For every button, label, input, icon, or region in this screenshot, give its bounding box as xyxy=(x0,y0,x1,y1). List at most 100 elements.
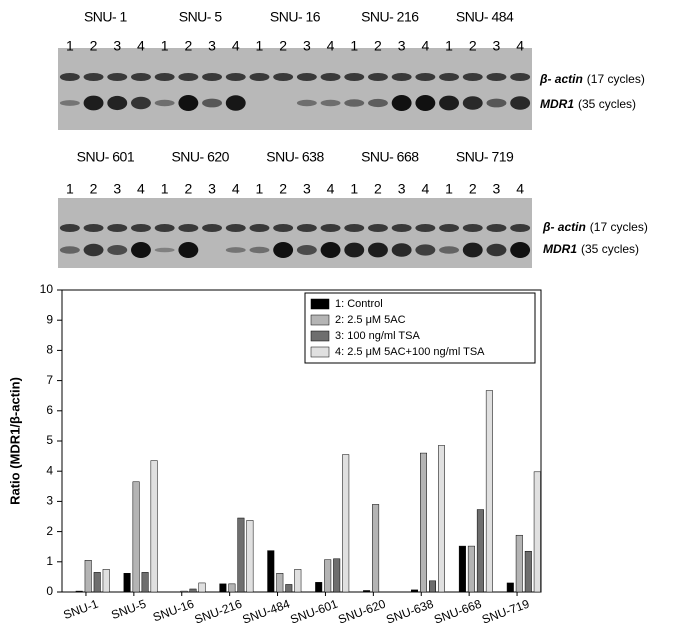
band-actin xyxy=(439,224,460,232)
y-tick-label: 2 xyxy=(46,524,53,538)
lane-number: 2 xyxy=(279,38,287,54)
band-name: β- actin xyxy=(542,220,586,234)
band-mdr1 xyxy=(154,247,175,253)
band-actin xyxy=(510,73,531,81)
lane-number: 2 xyxy=(90,38,98,54)
band-label: MDR1 (35 cycles) xyxy=(540,97,636,111)
band-actin xyxy=(462,73,483,81)
band-mdr1 xyxy=(107,245,128,255)
band-detail: (17 cycles) xyxy=(590,220,648,234)
lane-number: 1 xyxy=(256,181,264,197)
band-actin xyxy=(439,73,460,81)
band-mdr1 xyxy=(510,242,531,258)
lane-number: 1 xyxy=(66,181,74,197)
y-tick-label: 4 xyxy=(46,463,53,477)
gel-image xyxy=(58,48,532,130)
band-label: β- actin (17 cycles) xyxy=(542,220,648,234)
cell-line-label: SNU- 484 xyxy=(456,9,514,25)
band-actin xyxy=(510,224,531,232)
band-label: MDR1 (35 cycles) xyxy=(543,242,639,256)
bar xyxy=(294,569,302,593)
lane-number: 2 xyxy=(184,38,192,54)
band-actin xyxy=(59,224,80,232)
bar xyxy=(476,509,484,593)
band-actin xyxy=(83,73,104,81)
band-actin xyxy=(225,73,246,81)
lane-number: 4 xyxy=(421,181,429,197)
bar xyxy=(132,481,140,593)
bar xyxy=(150,460,158,593)
legend-label: 1: Control xyxy=(335,298,383,310)
legend-label: 3: 100 ng/ml TSA xyxy=(335,330,420,342)
lane-number: 3 xyxy=(398,38,406,54)
band-label: β- actin (17 cycles) xyxy=(539,72,645,86)
band-mdr1 xyxy=(273,242,294,258)
band-actin xyxy=(320,73,341,81)
legend-swatch xyxy=(310,330,330,342)
band-actin xyxy=(130,73,151,81)
legend-box xyxy=(304,292,536,364)
bar xyxy=(285,584,293,593)
band-actin xyxy=(367,73,388,81)
band-mdr1 xyxy=(296,245,317,255)
bar xyxy=(93,572,101,593)
band-mdr1 xyxy=(486,98,507,108)
cell-line-label: SNU- 638 xyxy=(266,149,324,165)
band-mdr1 xyxy=(510,96,531,110)
band-actin xyxy=(225,224,246,232)
bar xyxy=(429,580,436,593)
band-mdr1 xyxy=(59,246,80,254)
bar xyxy=(246,520,254,593)
bar xyxy=(267,550,275,593)
lane-number: 4 xyxy=(327,38,335,54)
bar xyxy=(180,590,188,593)
band-mdr1 xyxy=(178,95,199,111)
lane-number: 3 xyxy=(493,38,501,54)
bar xyxy=(363,590,371,593)
legend-swatch xyxy=(310,298,330,310)
band-mdr1 xyxy=(439,95,460,111)
band-name: β- actin xyxy=(539,72,583,86)
band-mdr1 xyxy=(178,242,199,258)
y-tick-label: 0 xyxy=(46,584,53,598)
band-actin xyxy=(249,224,270,232)
lane-number: 1 xyxy=(161,181,169,197)
band-name: MDR1 xyxy=(543,242,577,256)
band-actin xyxy=(486,73,507,81)
bar xyxy=(411,589,418,593)
band-mdr1 xyxy=(130,96,151,110)
band-actin xyxy=(391,73,412,81)
y-tick-label: 7 xyxy=(46,373,53,387)
band-mdr1 xyxy=(415,244,436,256)
lane-number: 2 xyxy=(374,38,382,54)
cell-line-label: SNU- 668 xyxy=(361,149,419,165)
band-mdr1 xyxy=(462,242,483,258)
lane-number: 4 xyxy=(516,38,524,54)
band-mdr1 xyxy=(367,98,388,108)
bar xyxy=(333,558,341,593)
band-mdr1 xyxy=(391,95,412,111)
lane-number: 1 xyxy=(445,181,453,197)
lane-number: 3 xyxy=(303,181,311,197)
lane-number: 1 xyxy=(445,38,453,54)
band-mdr1 xyxy=(344,242,365,258)
y-axis-label: Ratio (MDR1/β-actin) xyxy=(7,377,22,505)
band-actin xyxy=(154,73,175,81)
legend-label: 2: 2.5 μM 5AC xyxy=(335,314,406,326)
band-actin xyxy=(415,224,436,232)
band-mdr1 xyxy=(154,99,175,107)
band-actin xyxy=(107,224,128,232)
lane-number: 1 xyxy=(256,38,264,54)
bar xyxy=(458,545,466,593)
lane-number: 4 xyxy=(516,181,524,197)
lane-number: 3 xyxy=(208,38,216,54)
bar xyxy=(438,445,445,593)
bar xyxy=(372,504,380,593)
band-actin xyxy=(486,224,507,232)
cell-line-label: SNU- 5 xyxy=(179,9,223,25)
bar xyxy=(237,517,245,593)
legend-swatch xyxy=(310,314,330,326)
y-tick-label: 9 xyxy=(46,312,53,326)
y-tick-label: 6 xyxy=(46,403,53,417)
